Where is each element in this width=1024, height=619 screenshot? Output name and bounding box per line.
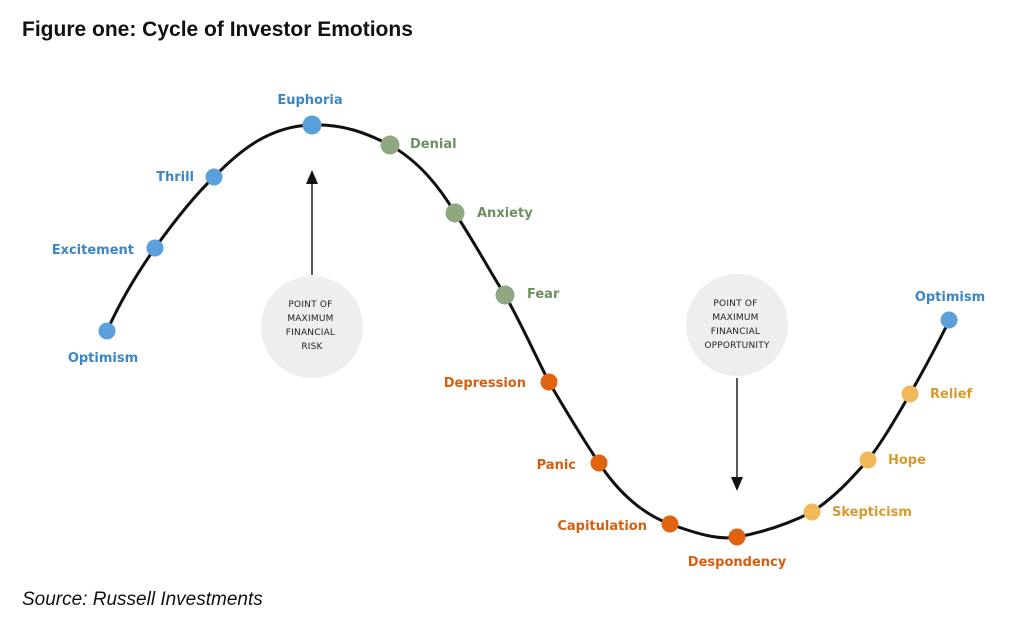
stage-dot-optimism-end: [940, 311, 958, 329]
stage-labels: Optimism Excitement Thrill Euphoria Deni…: [52, 93, 985, 570]
stage-dot-excitement: [146, 239, 164, 257]
stage-dot-skepticism: [803, 503, 821, 521]
stage-label-anxiety: Anxiety: [477, 206, 533, 221]
max-risk-annotation: POINT OF MAXIMUM FINANCIAL RISK: [261, 170, 363, 378]
stage-label-denial: Denial: [410, 137, 457, 152]
opportunity-line-3: FINANCIAL: [711, 327, 760, 337]
opportunity-annotation-circle: [686, 274, 788, 376]
risk-arrow-head: [306, 170, 318, 184]
opportunity-line-1: POINT OF: [713, 299, 757, 309]
max-opportunity-annotation: POINT OF MAXIMUM FINANCIAL OPPORTUNITY: [686, 274, 788, 491]
source-note: Source: Russell Investments: [22, 589, 263, 610]
cycle-curve: [105, 123, 951, 540]
opportunity-annotation-text: POINT OF MAXIMUM FINANCIAL OPPORTUNITY: [704, 299, 770, 351]
stage-label-depression: Depression: [444, 376, 526, 391]
stage-label-despondency: Despondency: [688, 555, 787, 570]
opportunity-arrow-head: [731, 477, 743, 491]
stage-dot-relief: [901, 385, 919, 403]
stage-dot-depression: [540, 373, 558, 391]
stage-dot-panic: [590, 454, 608, 472]
stage-dot-anxiety: [445, 203, 465, 223]
risk-line-3: FINANCIAL: [286, 328, 335, 338]
stage-label-euphoria: Euphoria: [277, 93, 342, 108]
stage-label-hope: Hope: [888, 453, 926, 468]
stage-label-capitulation: Capitulation: [557, 519, 647, 534]
stage-label-thrill: Thrill: [156, 170, 194, 185]
stage-label-panic: Panic: [537, 458, 576, 473]
figure-title: Figure one: Cycle of Investor Emotions: [22, 18, 413, 41]
stage-markers: [98, 115, 958, 546]
stage-label-relief: Relief: [930, 387, 973, 402]
opportunity-line-4: OPPORTUNITY: [704, 341, 770, 351]
opportunity-line-2: MAXIMUM: [712, 313, 758, 323]
stage-label-optimism-end: Optimism: [915, 290, 985, 305]
stage-dot-optimism-start: [98, 322, 116, 340]
stage-dot-capitulation: [661, 515, 679, 533]
stage-dot-thrill: [205, 168, 223, 186]
risk-line-1: POINT OF: [288, 300, 332, 310]
stage-label-optimism-start: Optimism: [68, 351, 138, 366]
risk-annotation-circle: [261, 276, 363, 378]
stage-label-excitement: Excitement: [52, 243, 134, 258]
stage-dot-euphoria: [302, 115, 322, 135]
stage-dot-denial: [380, 135, 400, 155]
risk-line-2: MAXIMUM: [287, 314, 333, 324]
risk-line-4: RISK: [301, 342, 323, 352]
stage-dot-despondency: [728, 528, 746, 546]
stage-label-skepticism: Skepticism: [832, 505, 912, 520]
risk-annotation-text: POINT OF MAXIMUM FINANCIAL RISK: [286, 300, 338, 352]
stage-label-fear: Fear: [527, 287, 560, 302]
stage-dot-hope: [859, 451, 877, 469]
stage-dot-fear: [495, 285, 515, 305]
